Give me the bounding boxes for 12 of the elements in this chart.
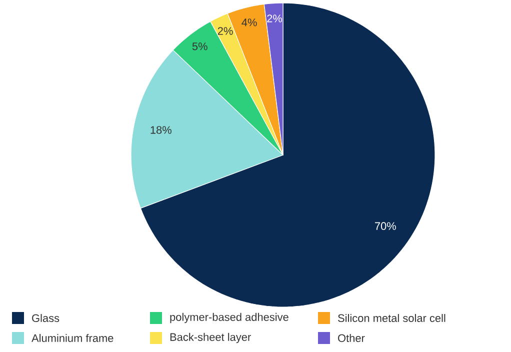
legend-label: Aluminium frame [32, 334, 114, 342]
legend-label: polymer-based adhesive [170, 312, 288, 324]
legend-label: Glass [32, 314, 60, 322]
data-label: 2% [218, 27, 233, 35]
data-label: 2% [267, 14, 282, 22]
data-label: 4% [242, 18, 257, 26]
legend-label: Silicon metal solar cell [338, 314, 446, 322]
data-label: 70% [375, 222, 396, 230]
data-label: 5% [192, 42, 208, 50]
legend-label: Back-sheet layer [170, 332, 251, 344]
data-label: 18% [150, 126, 172, 134]
legend-label: Other [338, 334, 365, 342]
